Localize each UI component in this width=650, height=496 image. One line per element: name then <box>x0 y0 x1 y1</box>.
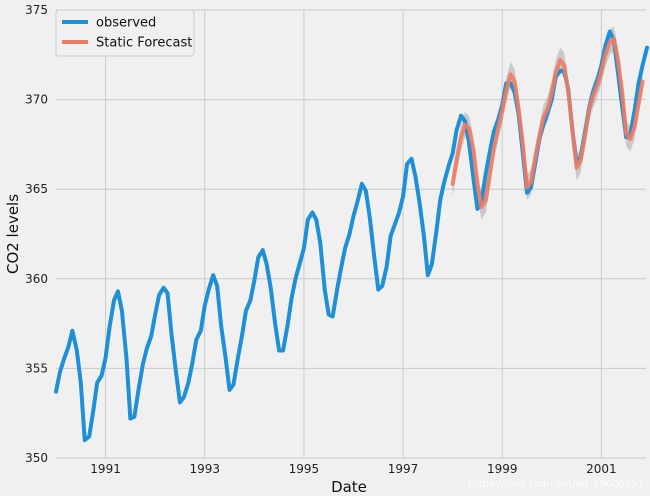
y-tick-label-360: 360 <box>25 272 48 286</box>
y-tick-label-370: 370 <box>25 93 48 107</box>
x-tick-label-1995: 1995 <box>289 462 320 476</box>
x-tick-label-1991: 1991 <box>90 462 121 476</box>
grid <box>56 9 646 459</box>
legend-box <box>55 9 195 57</box>
x-tick-label-1999: 1999 <box>487 462 518 476</box>
legend-label-static-forecast: Static Forecast <box>96 36 192 51</box>
legend: observed Static Forecast <box>55 9 195 57</box>
y-tick-label-355: 355 <box>25 361 48 375</box>
x-axis-label: Date <box>331 478 367 496</box>
series-line-static-forecast <box>450 36 645 210</box>
x-tick-label-1993: 1993 <box>189 462 220 476</box>
x-tick-label-1997: 1997 <box>388 462 419 476</box>
y-tick-label-375: 375 <box>25 3 48 17</box>
y-tick-label-350: 350 <box>25 451 48 465</box>
x-tick-label-2001: 2001 <box>586 462 617 476</box>
watermark: https://blog.csdn.net/qq_19600291 <box>468 479 644 490</box>
y-axis-label: CO2 levels <box>4 194 22 274</box>
x-tick-labels: 1991 1993 1995 1997 1999 2001 <box>90 462 616 476</box>
series-layer <box>54 29 649 443</box>
legend-label-observed: observed <box>96 16 156 31</box>
y-tick-labels: 350 355 360 365 370 375 <box>25 3 48 465</box>
y-tick-label-365: 365 <box>25 182 48 196</box>
